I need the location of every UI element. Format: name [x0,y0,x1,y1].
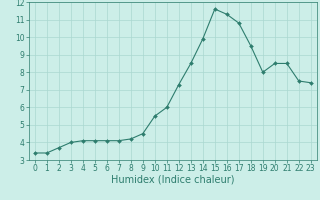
X-axis label: Humidex (Indice chaleur): Humidex (Indice chaleur) [111,175,235,185]
